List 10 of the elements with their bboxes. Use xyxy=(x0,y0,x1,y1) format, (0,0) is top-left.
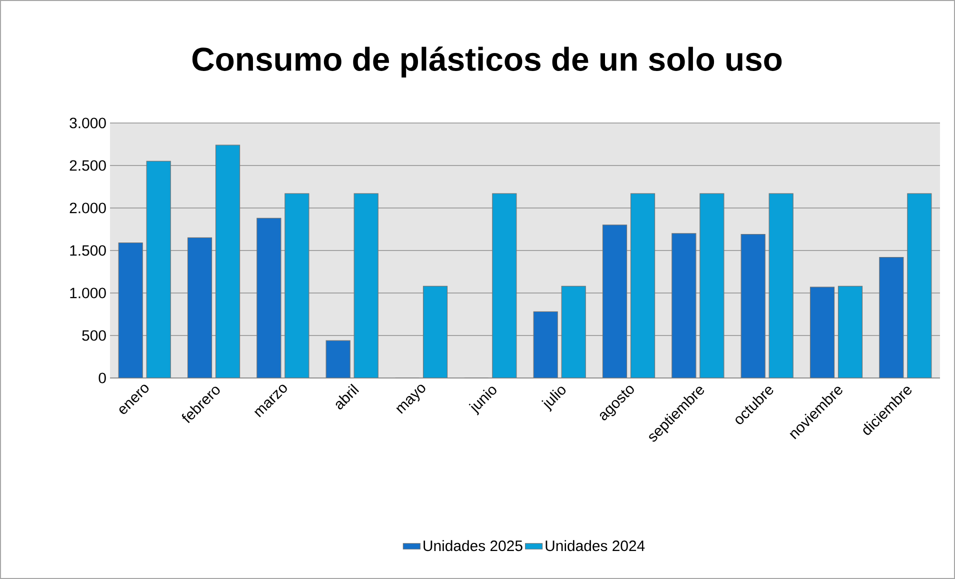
legend-label: Unidades 2025 xyxy=(424,540,522,552)
chart-title: Consumo de plásticos de un solo uso xyxy=(192,46,782,78)
y-tick-label: 500 xyxy=(82,330,106,341)
y-tick-label: 2.000 xyxy=(70,202,106,214)
legend-label: Unidades 2024 xyxy=(546,540,645,552)
y-tick-label: 1.500 xyxy=(70,245,106,256)
y-tick-label: 1.000 xyxy=(70,288,106,298)
y-tick-label: 2.500 xyxy=(70,160,106,171)
y-tick-label: 0 xyxy=(98,372,106,384)
y-tick-label: 3.000 xyxy=(70,118,106,128)
